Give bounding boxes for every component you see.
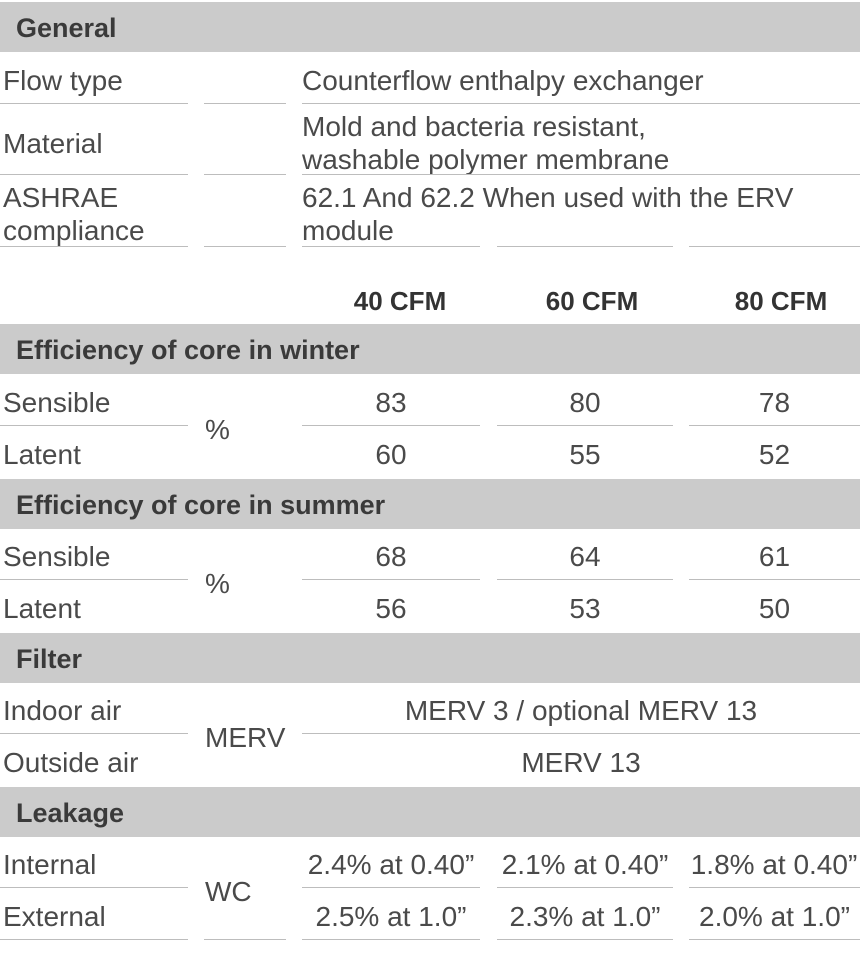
divider <box>302 887 480 888</box>
cell-winter-latent-60: 55 <box>569 439 601 470</box>
section-title: Efficiency of core in winter <box>16 335 360 365</box>
section-header-leakage: Leakage <box>0 787 860 837</box>
divider <box>497 887 673 888</box>
section-header-filter: Filter <box>0 633 860 683</box>
cell-winter-sensible-80: 78 <box>758 387 791 418</box>
row-label-outside-air: Outside air <box>3 747 139 778</box>
cell-summer-latent-40: 56 <box>375 593 407 624</box>
cell-internal-80: 1.8% at 0.40” <box>690 849 858 880</box>
unit-filter: MERV <box>205 722 286 753</box>
divider <box>689 579 860 580</box>
row-value-material-line2: washable polymer membrane <box>302 144 670 175</box>
cell-outside-air: MERV 13 <box>521 747 641 778</box>
row-value-ashrae-line2: module <box>302 215 394 246</box>
divider <box>0 174 188 175</box>
divider <box>0 733 188 734</box>
divider <box>204 939 286 940</box>
cell-external-60: 2.3% at 1.0” <box>509 901 661 932</box>
row-label-ashrae-line1: ASHRAE <box>3 182 119 213</box>
divider <box>302 939 480 940</box>
cell-winter-sensible-60: 80 <box>569 387 601 418</box>
column-header-60-cfm: 60 CFM <box>545 286 639 316</box>
cell-indoor-air: MERV 3 / optional MERV 13 <box>404 695 758 726</box>
divider <box>0 887 188 888</box>
divider <box>302 174 860 175</box>
cell-internal-60: 2.1% at 0.40” <box>501 849 669 880</box>
divider <box>302 103 860 104</box>
row-label-external: External <box>3 901 106 932</box>
divider <box>0 939 188 940</box>
row-value-ashrae-line1: 62.1 And 62.2 When used with the ERV <box>302 182 794 213</box>
row-value-flow-type: Counterflow enthalpy exchanger <box>302 65 704 96</box>
cell-summer-sensible-40: 68 <box>375 541 407 572</box>
row-label-winter-latent: Latent <box>3 439 81 470</box>
column-header-40-cfm: 40 CFM <box>353 286 447 316</box>
cell-external-40: 2.5% at 1.0” <box>315 901 467 932</box>
divider <box>0 425 188 426</box>
section-header-winter: Efficiency of core in winter <box>0 324 860 374</box>
divider <box>689 939 860 940</box>
cell-external-80: 2.0% at 1.0” <box>699 901 850 932</box>
divider <box>497 939 673 940</box>
cell-winter-latent-40: 60 <box>375 439 407 470</box>
section-header-general: General <box>0 2 860 52</box>
row-label-material: Material <box>3 128 103 159</box>
section-title: Filter <box>16 644 83 674</box>
divider <box>689 425 860 426</box>
cell-summer-latent-60: 53 <box>569 593 601 624</box>
divider <box>0 103 188 104</box>
divider <box>302 246 480 247</box>
divider <box>204 174 286 175</box>
divider <box>689 246 860 247</box>
divider <box>0 246 188 247</box>
unit-summer: % <box>205 568 230 599</box>
divider <box>302 733 860 734</box>
cell-internal-40: 2.4% at 0.40” <box>307 849 475 880</box>
cell-winter-sensible-40: 83 <box>375 387 407 418</box>
section-title: General <box>16 13 117 43</box>
row-label-winter-sensible: Sensible <box>3 387 111 418</box>
section-title: Efficiency of core in summer <box>16 490 386 520</box>
divider <box>302 579 480 580</box>
cell-summer-latent-80: 50 <box>758 593 791 624</box>
row-label-flow-type: Flow type <box>3 65 123 96</box>
divider <box>497 425 673 426</box>
divider <box>497 246 673 247</box>
unit-leakage: WC <box>205 876 252 907</box>
unit-winter: % <box>205 414 230 445</box>
row-label-summer-latent: Latent <box>3 593 81 624</box>
divider <box>0 579 188 580</box>
cell-winter-latent-80: 52 <box>758 439 791 470</box>
column-header-80-cfm: 80 CFM <box>734 286 828 316</box>
divider <box>497 579 673 580</box>
divider <box>204 103 286 104</box>
divider <box>689 887 860 888</box>
divider <box>302 425 480 426</box>
cell-summer-sensible-80: 61 <box>758 541 791 572</box>
row-label-internal: Internal <box>3 849 97 880</box>
row-value-material-line1: Mold and bacteria resistant, <box>302 111 646 142</box>
row-label-summer-sensible: Sensible <box>3 541 111 572</box>
section-header-summer: Efficiency of core in summer <box>0 479 860 529</box>
divider <box>204 246 286 247</box>
section-title: Leakage <box>16 798 125 828</box>
row-label-indoor-air: Indoor air <box>3 695 122 726</box>
row-label-ashrae-line2: compliance <box>3 215 145 246</box>
cell-summer-sensible-60: 64 <box>569 541 601 572</box>
